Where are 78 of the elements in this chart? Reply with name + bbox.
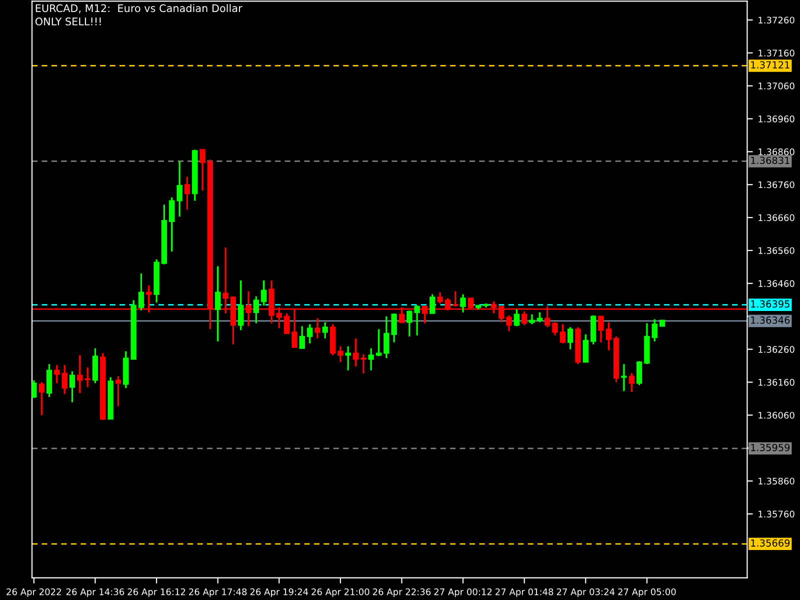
y-tick-label: 1.36460 (758, 280, 794, 287)
ref-line-label: 1.36831 (751, 156, 790, 164)
y-tick-label: 1.36860 (758, 148, 794, 156)
candlestick (460, 293, 466, 314)
candlestick (582, 334, 588, 363)
candlestick (46, 363, 52, 398)
y-tick-label: 1.36260 (758, 346, 794, 353)
candlestick (338, 345, 344, 363)
candlestick (628, 372, 634, 393)
y-tick-label: 1.36560 (758, 247, 794, 254)
candlestick (560, 323, 566, 344)
x-tick-label: 26 Apr 21:00 (312, 588, 370, 597)
candlestick (652, 318, 658, 342)
chart-title: EURCAD, M12: Euro vs Canadian Dollar (36, 4, 242, 14)
candlestick (430, 293, 436, 314)
candlestick (636, 360, 642, 386)
y-tick-label: 1.35860 (758, 478, 794, 485)
candlestick (260, 280, 267, 306)
candlestick (200, 148, 206, 192)
y-tick-label: 1.36160 (758, 378, 794, 386)
y-tick-label: 1.36060 (758, 412, 794, 419)
candlestick (552, 321, 558, 336)
candlestick (536, 312, 543, 324)
candlestick (376, 328, 382, 358)
candlestick (345, 345, 351, 372)
annotation: ONLY SELL!!! (35, 18, 101, 26)
candlestick (621, 363, 627, 392)
x-tick-label: 27 Apr 03:24 (556, 588, 615, 597)
x-tick-label: 27 Apr 01:48 (496, 588, 554, 597)
ref-line-label: 1.35959 (751, 444, 790, 452)
candlestick (38, 381, 44, 416)
y-tick-label: 1.37260 (758, 16, 794, 24)
candlestick (299, 325, 305, 350)
y-tick-label: 1.37060 (758, 82, 794, 90)
x-tick-label: 26 Apr 19:24 (250, 588, 308, 597)
y-tick-label: 1.37160 (758, 50, 794, 56)
candlestick (284, 312, 290, 334)
candlestick (360, 353, 366, 374)
x-tick-label: 26 Apr 22:36 (372, 588, 431, 597)
candlestick (184, 176, 190, 210)
candlestick (452, 290, 458, 308)
candlestick (138, 272, 144, 312)
candlestick (606, 321, 612, 352)
x-tick-label: 27 Apr 05:00 (618, 588, 676, 597)
candlestick (437, 291, 443, 304)
candlestick (368, 347, 374, 372)
candlestick (69, 370, 76, 404)
y-tick-label: 1.36760 (758, 181, 794, 188)
candlestick (238, 280, 244, 332)
y-tick-label: 1.36660 (758, 214, 794, 222)
candlestick (168, 196, 175, 252)
ref-line-label: 1.36346 (751, 316, 790, 324)
candlestick (84, 366, 90, 388)
candlestick (306, 323, 313, 344)
candlestick (567, 326, 574, 350)
candlestick (253, 295, 259, 324)
candlestick (322, 321, 328, 340)
ref-line-label: 1.35669 (751, 539, 790, 547)
ref-line-label: 1.36395 (751, 300, 790, 308)
x-tick-label: 26 Apr 17:48 (189, 588, 247, 597)
y-tick-label: 1.35760 (758, 510, 794, 518)
y-tick-label: 1.36960 (758, 115, 794, 122)
x-tick-label: 26 Apr 16:12 (128, 588, 186, 597)
x-tick-label: 27 Apr 00:12 (434, 588, 492, 597)
candlestick (529, 314, 535, 326)
candlestick (176, 160, 182, 218)
candlestick (314, 317, 320, 340)
candlestick (214, 265, 221, 342)
ref-line-label: 1.37121 (751, 61, 790, 69)
candlestick (32, 379, 37, 399)
x-tick-label: 26 Apr 14:36 (66, 588, 124, 597)
candlestick (514, 308, 520, 328)
candlestick (506, 314, 512, 332)
x-tick-label: 26 Apr 2022 (6, 588, 61, 597)
candlestick (352, 338, 359, 368)
candlestick (115, 375, 122, 408)
candlestick (598, 316, 604, 344)
candlestick (77, 354, 83, 394)
